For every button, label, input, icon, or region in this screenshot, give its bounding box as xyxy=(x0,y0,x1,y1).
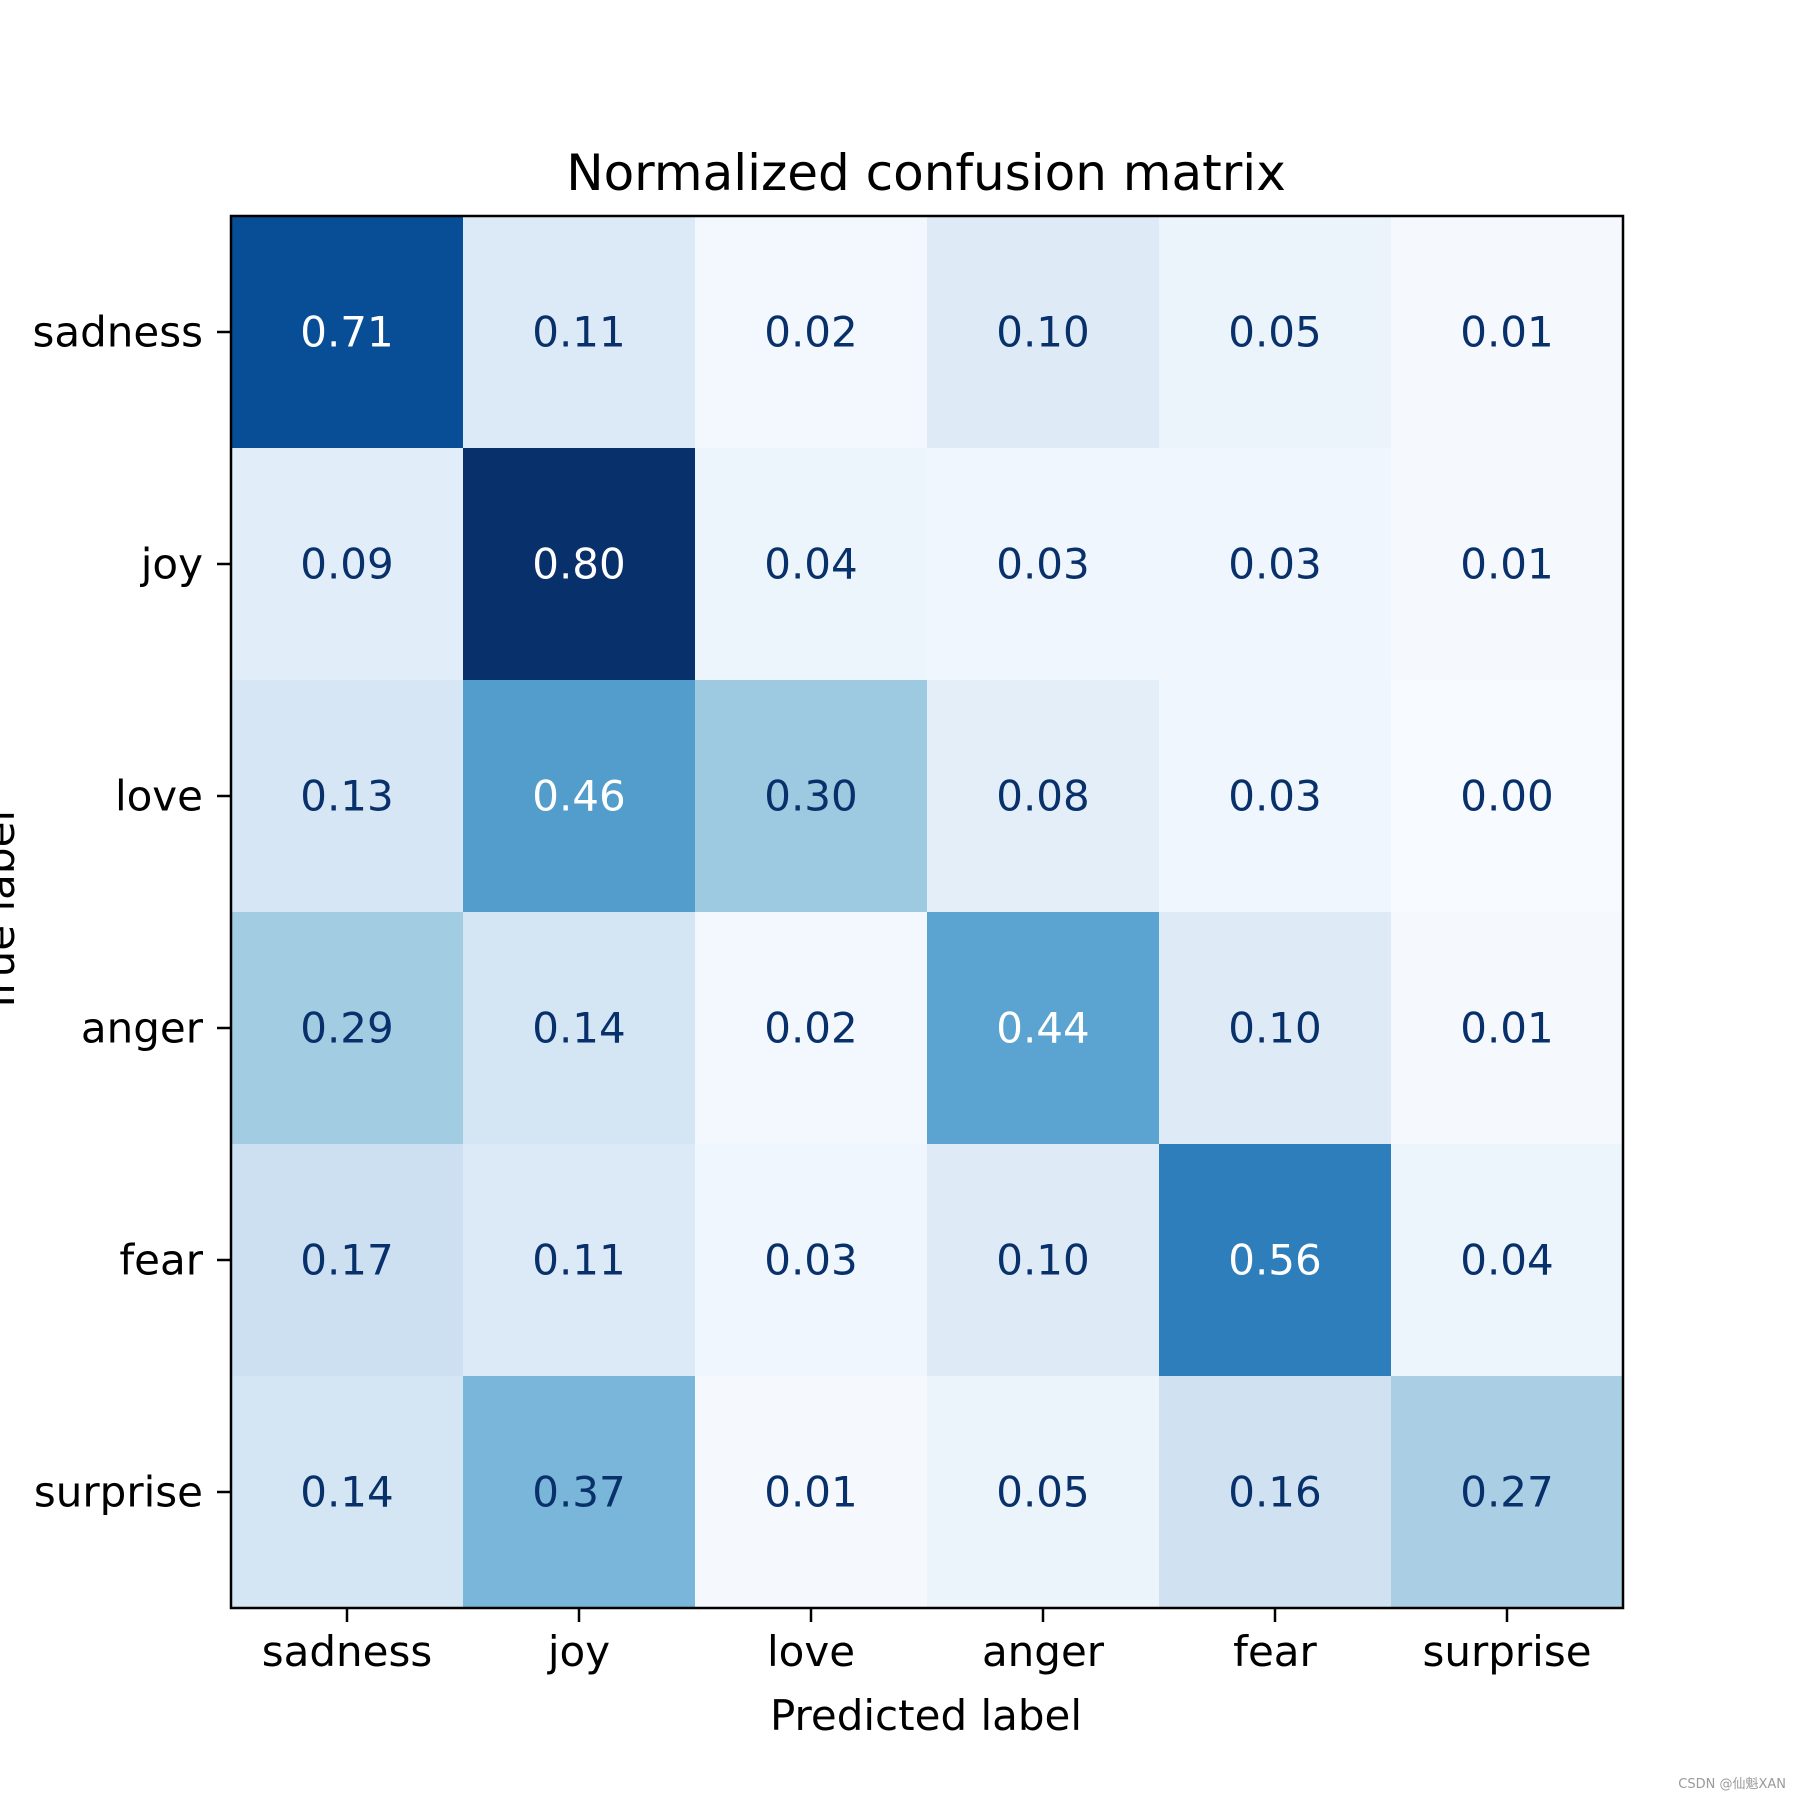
cell-value: 0.01 xyxy=(1460,540,1554,589)
heatmap-cell xyxy=(695,216,928,449)
y-tick-label: love xyxy=(115,772,203,821)
cell-value: 0.01 xyxy=(1460,308,1554,357)
heatmap-cell xyxy=(231,1376,464,1609)
cell-value: 0.03 xyxy=(996,540,1090,589)
x-axis-ticks: sadness joy love anger fear surprise xyxy=(262,1608,1592,1676)
cell-value: 0.30 xyxy=(764,772,858,821)
y-tick-label: fear xyxy=(119,1236,203,1285)
heatmap-cell xyxy=(231,912,464,1145)
cell-value-labels: 0.71 0.11 0.02 0.10 0.05 0.01 0.09 0.80 0.04 0.03… xyxy=(300,308,1554,1517)
cell-value: 0.02 xyxy=(764,308,858,357)
heatmap-cell xyxy=(1159,216,1392,449)
cell-value: 0.03 xyxy=(1228,772,1322,821)
heatmap-cell xyxy=(1391,216,1624,449)
heatmap-cell xyxy=(1391,680,1624,913)
heatmap-cell xyxy=(463,680,696,913)
cell-value: 0.05 xyxy=(996,1468,1090,1517)
cell-value: 0.29 xyxy=(300,1004,394,1053)
heatmap-cell xyxy=(927,216,1160,449)
heatmap-cell xyxy=(463,448,696,681)
cell-value: 0.71 xyxy=(300,308,394,357)
cell-value: 0.17 xyxy=(300,1236,394,1285)
x-tick-label: surprise xyxy=(1422,1627,1591,1676)
cell-value: 0.04 xyxy=(1460,1236,1554,1285)
cell-value: 0.02 xyxy=(764,1004,858,1053)
x-tick-label: joy xyxy=(547,1627,610,1676)
cell-value: 0.10 xyxy=(996,308,1090,357)
y-tick-label: anger xyxy=(81,1004,204,1053)
cell-value: 0.03 xyxy=(764,1236,858,1285)
heatmap-cell xyxy=(1159,1376,1392,1609)
heatmap-cell xyxy=(927,912,1160,1145)
heatmap-cell xyxy=(231,448,464,681)
heatmap-cell xyxy=(1391,1144,1624,1377)
cell-value: 0.01 xyxy=(1460,1004,1554,1053)
cell-value: 0.27 xyxy=(1460,1468,1554,1517)
heatmap-cell xyxy=(1391,1376,1624,1609)
cell-value: 0.08 xyxy=(996,772,1090,821)
heatmap-cell xyxy=(927,1144,1160,1377)
heatmap-cell xyxy=(1391,448,1624,681)
cell-value: 0.16 xyxy=(1228,1468,1322,1517)
heatmap-cell xyxy=(231,216,464,449)
heatmap-cell xyxy=(695,1144,928,1377)
cell-value: 0.10 xyxy=(996,1236,1090,1285)
cell-value: 0.13 xyxy=(300,772,394,821)
cell-value: 0.01 xyxy=(764,1468,858,1517)
cell-value: 0.03 xyxy=(1228,540,1322,589)
x-tick-label: anger xyxy=(982,1627,1105,1676)
heatmap-cell xyxy=(231,680,464,913)
x-axis-label: Predicted label xyxy=(770,1691,1082,1740)
x-tick-label: love xyxy=(767,1627,855,1676)
cell-value: 0.05 xyxy=(1228,308,1322,357)
heatmap-cell xyxy=(695,1376,928,1609)
cell-value: 0.09 xyxy=(300,540,394,589)
cell-value: 0.14 xyxy=(532,1004,626,1053)
cell-value: 0.04 xyxy=(764,540,858,589)
heatmap-cell xyxy=(463,1376,696,1609)
y-tick-label: joy xyxy=(140,540,203,589)
cell-value: 0.56 xyxy=(1228,1236,1322,1285)
heatmap-cell xyxy=(1159,912,1392,1145)
chart-title: Normalized confusion matrix xyxy=(566,144,1286,202)
cell-value: 0.44 xyxy=(996,1004,1090,1053)
heatmap-cell xyxy=(695,680,928,913)
y-axis-ticks: sadness joy love anger fear surprise xyxy=(32,308,231,1517)
heatmap-cell xyxy=(463,216,696,449)
cell-value: 0.14 xyxy=(300,1468,394,1517)
heatmap-cell xyxy=(1159,448,1392,681)
plot-frame xyxy=(229,214,1625,1610)
cell-value: 0.11 xyxy=(532,308,626,357)
heatmap-cell xyxy=(231,1144,464,1377)
y-axis-label: True label xyxy=(0,810,24,1015)
cell-value: 0.37 xyxy=(532,1468,626,1517)
heatmap-cell xyxy=(927,1376,1160,1609)
heatmap-cell xyxy=(1159,1144,1392,1377)
cell-value: 0.10 xyxy=(1228,1004,1322,1053)
x-tick-label: sadness xyxy=(262,1627,433,1676)
heatmap-cell xyxy=(695,448,928,681)
cell-value: 0.00 xyxy=(1460,772,1554,821)
cell-value: 0.80 xyxy=(532,540,626,589)
watermark: CSDN @仙魁XAN xyxy=(1678,1777,1786,1792)
heatmap-cell xyxy=(927,448,1160,681)
cell-value: 0.46 xyxy=(532,772,626,821)
cell-value: 0.11 xyxy=(532,1236,626,1285)
heatmap-cell xyxy=(695,912,928,1145)
heatmap-cell xyxy=(1391,912,1624,1145)
x-tick-label: fear xyxy=(1233,1627,1317,1676)
heatmap-cell xyxy=(1159,680,1392,913)
y-tick-label: sadness xyxy=(32,308,203,357)
heatmap-cell xyxy=(463,912,696,1145)
heatmap-cells xyxy=(231,216,1624,1609)
y-tick-label: surprise xyxy=(34,1468,203,1517)
heatmap-cell xyxy=(927,680,1160,913)
heatmap-cell xyxy=(463,1144,696,1377)
